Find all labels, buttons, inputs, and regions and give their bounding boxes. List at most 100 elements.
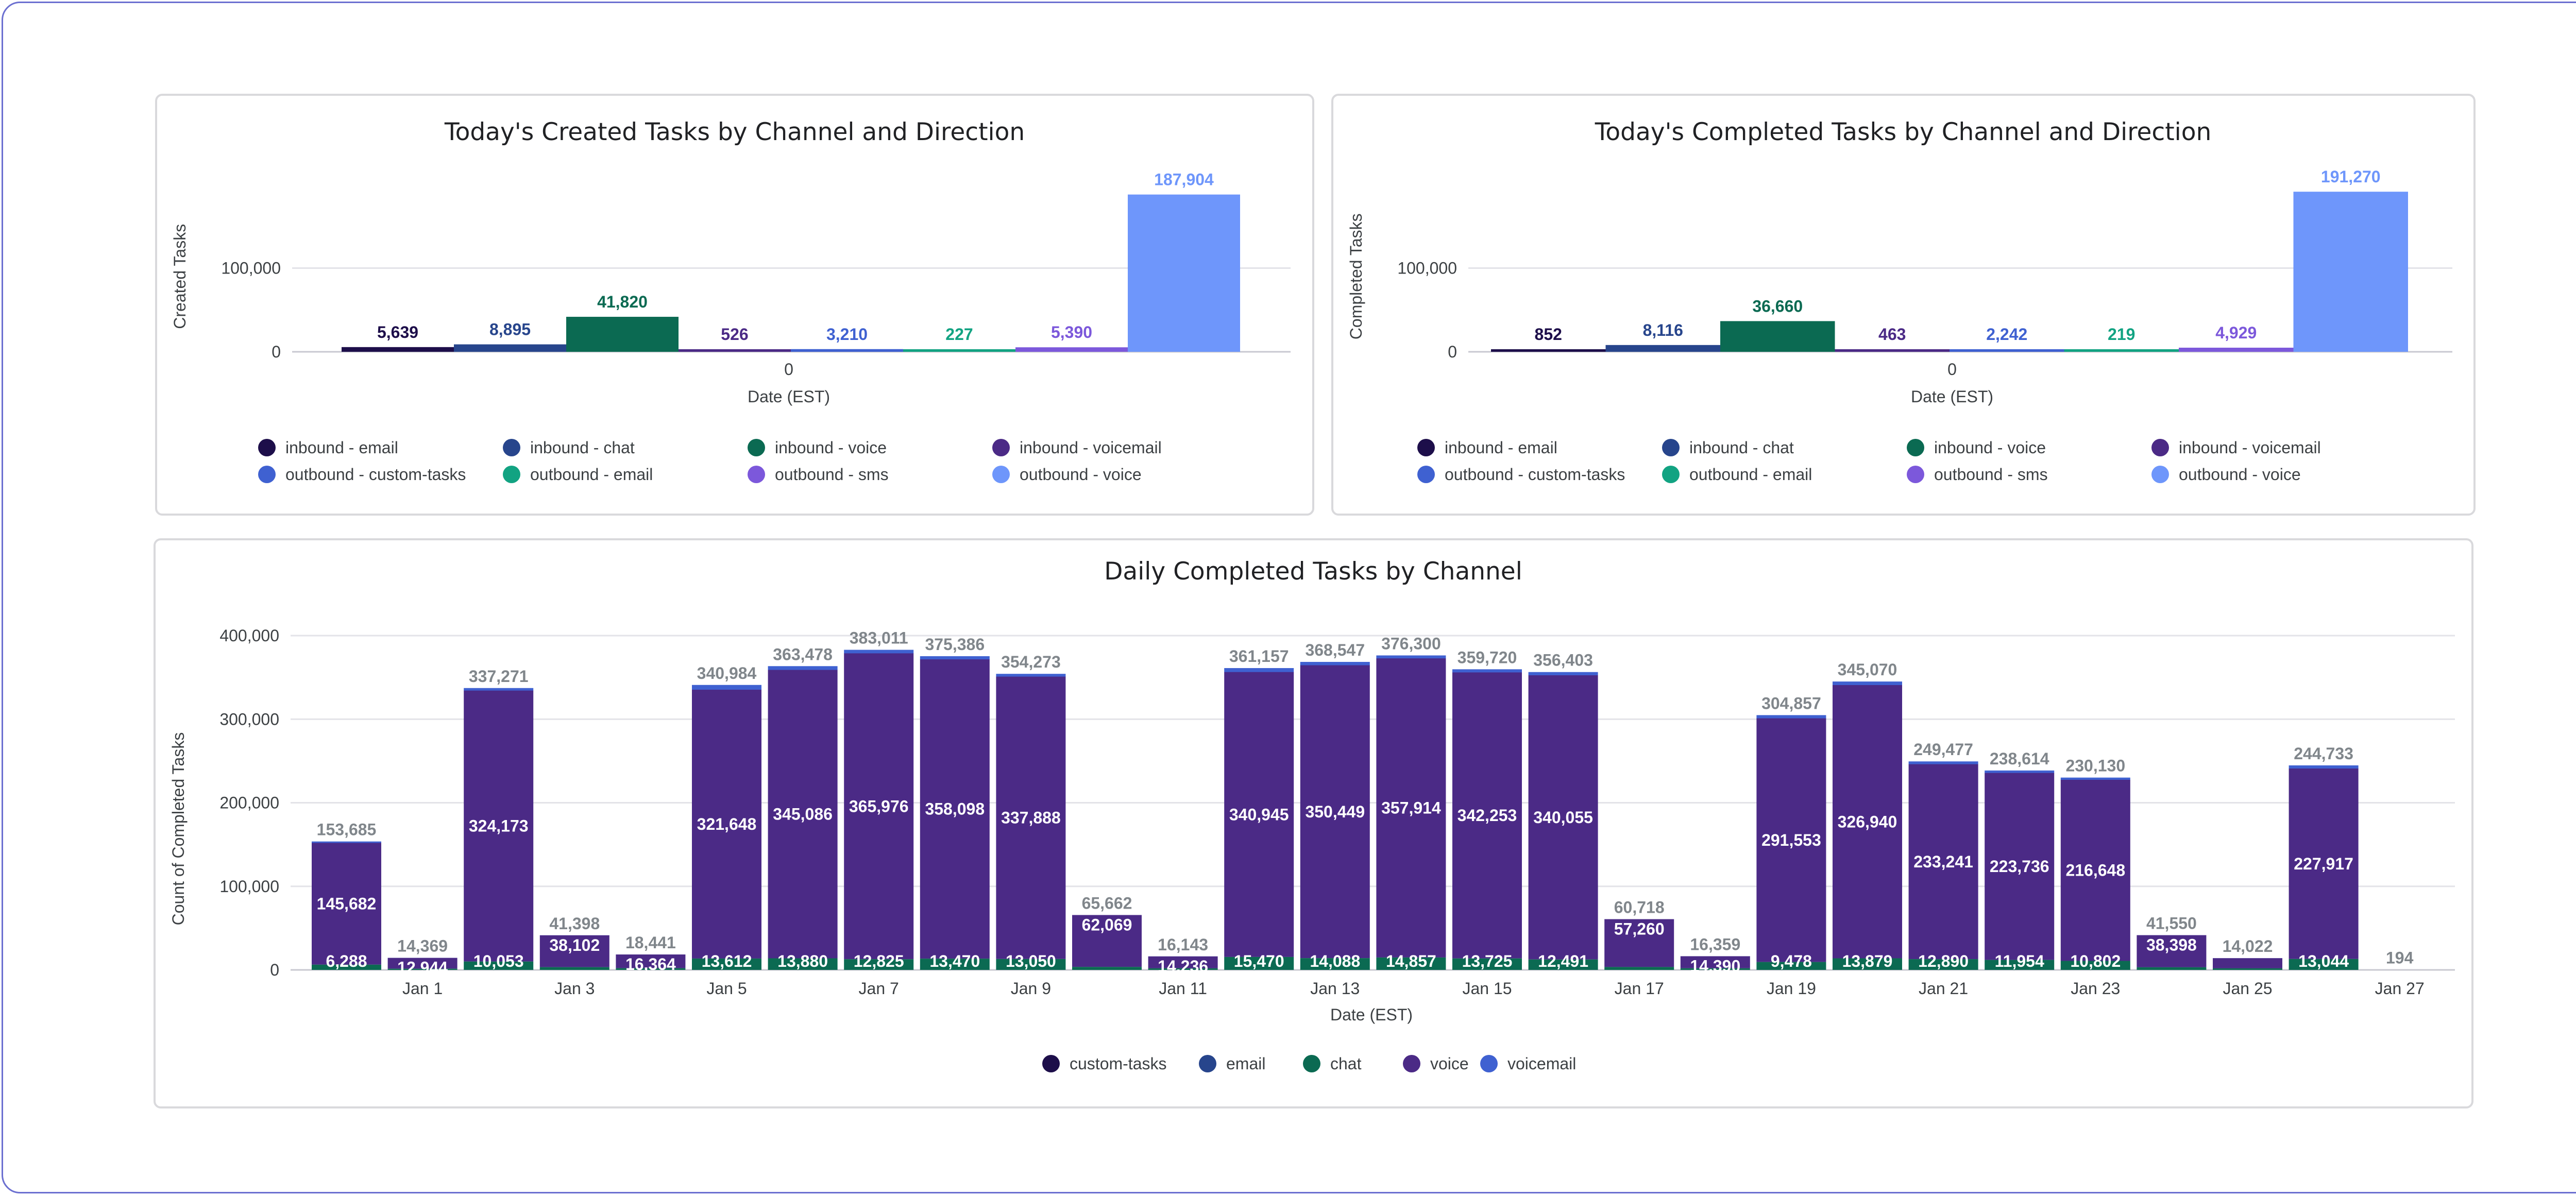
legend-label: outbound - email [1689,465,1812,484]
voice-value-label: 324,173 [469,817,529,835]
chart-title: Today's Created Tasks by Channel and Dir… [444,118,1025,146]
total-value-label: 194 [2386,949,2414,967]
x-tick-label: Jan 5 [706,979,747,998]
bar-segment-voice [1376,658,1446,958]
bar-segment-other [1985,770,2055,774]
y-tick-label: 100,000 [219,877,279,896]
bar-segment-voice [1756,718,1826,962]
total-value-label: 368,547 [1305,641,1365,659]
chat-value-label: 15,470 [1234,952,1284,970]
chat-value-label: 13,050 [1006,952,1056,970]
bar-outbound-sms [2179,347,2294,352]
bar-segment-chat [539,967,609,970]
legend-swatch [503,466,520,483]
total-value-label: 376,300 [1381,634,1441,653]
total-value-label: 60,718 [1614,898,1665,916]
bar-segment-other [996,674,1066,677]
bar-segment-voice [2289,769,2359,959]
total-value-label: 65,662 [1082,894,1132,912]
chart-title: Today's Completed Tasks by Channel and D… [1595,118,2212,146]
bar-segment-voice [2213,958,2282,968]
voice-value-label: 216,648 [2065,861,2125,880]
legend-label: chat [1330,1054,1362,1073]
y-tick-label: 300,000 [219,710,279,728]
bar-outbound-custom-tasks [1950,349,2064,352]
bar-segment-chat [844,959,914,970]
bar-segment-chat [768,958,838,970]
total-value-label: 337,271 [469,667,529,686]
legend-label: inbound - chat [530,438,635,457]
bar-value-label: 8,895 [489,320,531,339]
legend-swatch [1907,466,1924,483]
bar-value-label: 191,270 [2321,167,2381,186]
bar-segment-voice [1528,675,1598,960]
voice-value-label: 345,086 [773,805,833,824]
legend-label: inbound - voice [775,438,887,457]
bar-segment-chat [1528,959,1598,970]
bar-segment-chat [2060,961,2130,970]
total-value-label: 340,984 [697,664,757,682]
bar-segment-voice [844,653,914,960]
daily-completed-chart-panel: Daily Completed Tasks by Channel 0 100,000… [154,538,2473,1108]
x-tick-label: 0 [784,360,793,379]
bar-segment-voice [1833,685,1902,959]
bar-segment-voice [1224,672,1294,957]
legend-swatch [992,466,1010,483]
voice-value-label: 365,976 [849,797,909,815]
legend-swatch [1662,466,1680,483]
daily-completed-chart: Daily Completed Tasks by Channel 0 100,000… [169,557,2455,1073]
x-tick-label: Jan 11 [1159,979,1207,998]
total-value-label: 41,550 [2146,914,2197,933]
bar-segment-other [1833,681,1902,686]
bar-inbound-voicemail [679,349,791,352]
y-axis-title: Created Tasks [171,224,189,329]
bar-segment-voice [1300,665,1370,959]
voice-value-label: 62,069 [1082,915,1132,934]
total-value-label: 16,359 [1690,935,1740,953]
bar-segment-voice [768,670,838,959]
x-tick-label: Jan 19 [1767,979,1816,998]
legend-swatch [1662,439,1680,456]
total-value-label: 238,614 [1990,749,2049,768]
x-tick-label: Jan 17 [1615,979,1664,998]
total-value-label: 383,011 [850,629,908,647]
bar-segment-voice [996,676,1066,959]
bar-segment-voice [692,690,761,959]
legend-label: outbound - voice [1020,465,1142,484]
y-tick-label: 0 [270,961,279,979]
bar-value-label: 5,390 [1051,323,1092,342]
voice-value-label: 38,102 [549,936,600,954]
bar-value-label: 219 [2108,325,2135,344]
bar-segment-other [692,685,761,690]
bar-segment-chat [1072,967,1142,970]
legend-label: outbound - voice [2179,465,2301,484]
bar-segment-other [1376,655,1446,659]
chat-value-label: 13,044 [2298,952,2349,970]
bar-outbound-email [2064,349,2179,352]
x-axis-title: Date (EST) [1330,1005,1413,1024]
bar-segment-chat [920,959,990,970]
voice-value-label: 350,449 [1305,803,1365,821]
chat-value-label: 11,954 [1995,952,2044,970]
x-tick-label: 0 [1947,360,1957,379]
y-tick-label: 100,000 [221,259,281,278]
total-value-label: 354,273 [1001,653,1061,671]
voice-value-label: 14,390 [1690,957,1740,975]
x-tick-label: Jan 25 [2223,979,2272,998]
y-tick-label: 200,000 [219,794,279,812]
chat-value-label: 13,612 [702,952,752,970]
bar-segment-voice [539,935,609,967]
total-value-label: 356,403 [1533,651,1593,670]
bar-value-label: 3,210 [826,325,868,344]
legend-swatch [1042,1055,1060,1072]
bar-value-label: 41,820 [597,293,648,311]
voice-value-label: 326,940 [1838,812,1897,831]
total-value-label: 359,720 [1458,648,1517,667]
chat-value-label: 13,725 [1462,952,1513,970]
bar-segment-other [1756,715,1826,719]
chat-value-label: 14,088 [1310,952,1360,970]
bar-segment-voice [1072,915,1142,967]
total-value-label: 18,441 [625,933,676,952]
bar-segment-chat [312,964,381,970]
legend-label: outbound - email [530,465,653,484]
